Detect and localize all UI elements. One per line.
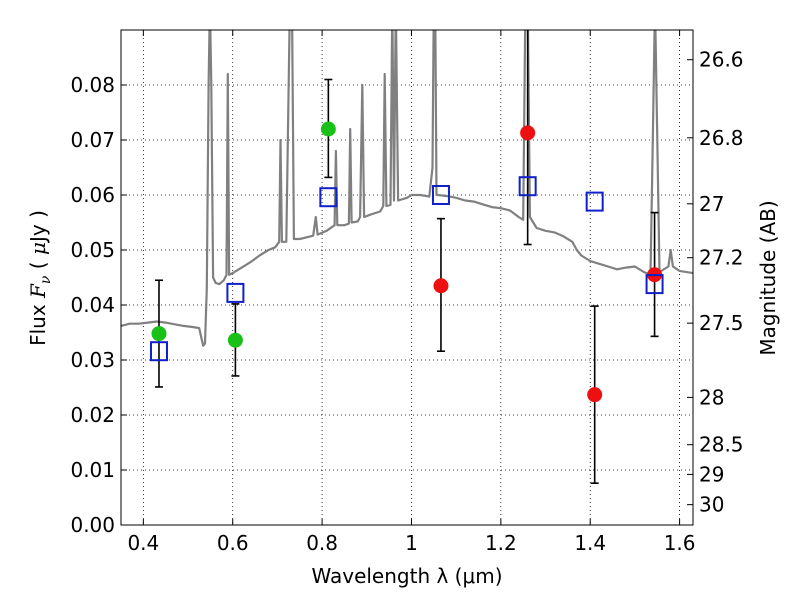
series-1-point [433,278,449,294]
x-axis-label: Wavelength λ (μm) [311,564,502,588]
y2-axis-label: Magnitude (AB) [756,200,780,355]
y2-tick-label: 28.5 [699,433,744,457]
series-2-point [645,274,664,295]
y2-tick-label: 26.6 [699,48,744,72]
y2-axis-ticks: 26.6 26.8 27 27.2 27.5 28 28.5 29 30 [687,48,744,517]
y2-tick-label: 27.5 [699,311,744,335]
series-2-point [585,191,604,212]
y-axis-ticks: 0.00 0.01 0.02 0.03 0.04 0.05 0.06 0.07 0.08 [70,73,127,537]
y2-tick-label: 27 [699,192,724,216]
y-tick-label: 0.04 [70,293,115,317]
y-tick-label: 0.00 [70,513,115,537]
y-tick-label: 0.08 [70,73,115,97]
y-tick-label: 0.02 [70,403,115,427]
y-axis-label-prefix: Flux [26,298,50,346]
y2-tick-label: 29 [699,462,724,486]
y-axis-label: Flux Fν ( μJy ) [26,210,54,346]
series-1-point [520,125,536,141]
series-2-point [149,341,168,362]
y-axis-label-symbol: F [26,283,50,299]
y2-tick-label: 28 [699,385,724,409]
y-axis-label-paren: ( [26,255,50,276]
y-axis-label-subscript: ν [38,275,54,284]
x-tick-label: 1.2 [485,531,517,555]
x-tick-label: 0.6 [217,531,249,555]
data-markers [149,121,664,403]
x-tick-label: 1.6 [664,531,696,555]
y-tick-label: 0.05 [70,238,115,262]
y-axis-label-mu: μ [26,242,50,255]
y-axis-label-unit: Jy ) [26,210,50,244]
y-tick-label: 0.07 [70,128,115,152]
x-tick-label: 1.4 [574,531,606,555]
x-tick-label: 0.8 [306,531,338,555]
series-2-point [431,185,450,205]
y-tick-label: 0.01 [70,458,115,482]
model-spectrum-line [121,30,693,347]
y2-tick-label: 27.2 [699,246,744,270]
x-tick-label: 0.4 [127,531,159,555]
series-2-point [518,176,537,197]
x-axis-ticks: 0.4 0.6 0.8 1 1.2 1.4 1.6 [127,30,696,555]
plot-background [121,30,693,525]
y-tick-label: 0.06 [70,183,115,207]
series-0-point [151,326,167,342]
series-0-point [320,121,336,137]
x-tick-label: 1 [405,531,418,555]
series-2-point [319,187,338,208]
series-1-point [587,387,603,403]
y-tick-label: 0.03 [70,348,115,372]
series-2-point [226,282,245,303]
series-0-point [227,332,243,348]
model-spectrum [121,30,693,347]
y2-tick-label: 26.8 [699,126,744,150]
y2-tick-label: 30 [699,493,724,517]
plot-frame [120,29,694,526]
